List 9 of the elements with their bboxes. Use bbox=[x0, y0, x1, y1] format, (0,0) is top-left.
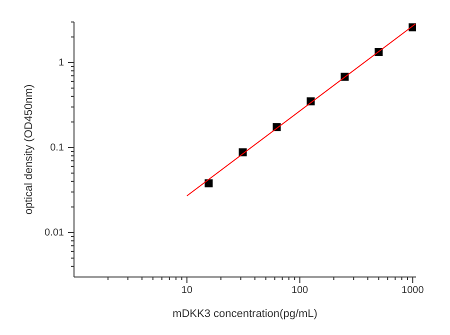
x-axis-title: mDKK3 concentration(pg/mL) bbox=[172, 308, 318, 320]
point bbox=[204, 179, 213, 188]
y-tick-label: 1 bbox=[58, 58, 64, 69]
y-tick-label: 0.01 bbox=[44, 228, 64, 239]
y-axis-title: optical density (OD450nm) bbox=[22, 84, 35, 215]
x-tick-label: 1000 bbox=[402, 285, 424, 296]
x-tick-label: 100 bbox=[291, 285, 309, 296]
y-tick-label: 0.1 bbox=[50, 142, 64, 154]
x-tick-label: 10 bbox=[181, 285, 193, 296]
